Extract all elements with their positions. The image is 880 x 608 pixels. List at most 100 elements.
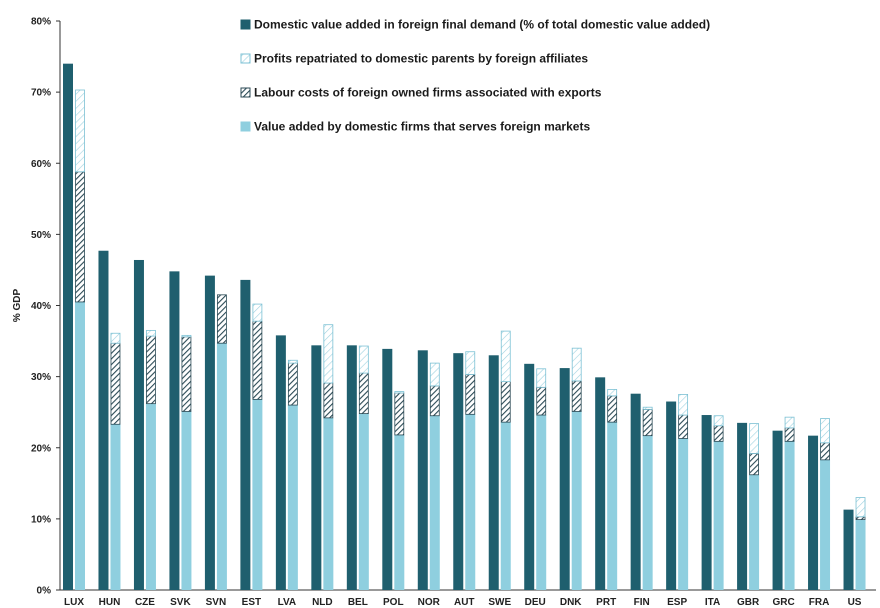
bar-domestic-firms-FIN xyxy=(642,435,653,590)
bar-labour-costs-BEL xyxy=(358,372,369,415)
x-tick-label: GRC xyxy=(772,597,794,608)
bar-profits-LVA xyxy=(287,359,298,364)
x-tick-label: POL xyxy=(383,597,404,608)
bar-profits-LUX xyxy=(75,89,85,173)
y-tick-label: 30% xyxy=(31,372,51,383)
bar-labour-costs-SVK xyxy=(181,336,192,412)
bar-total-HUN xyxy=(98,250,109,590)
bar-labour-costs-LVA xyxy=(287,362,298,406)
bar-total-CZE xyxy=(133,259,144,590)
y-tick-label: 40% xyxy=(31,301,51,312)
bar-domestic-firms-AUT xyxy=(465,414,476,590)
bar-domestic-firms-NOR xyxy=(429,415,440,590)
bar-labour-costs-DEU xyxy=(536,386,547,416)
bar-total-PRT xyxy=(595,377,606,590)
bar-profits-POL xyxy=(394,391,405,394)
bar-total-FRA xyxy=(808,435,819,590)
bar-total-GRC xyxy=(772,430,783,590)
bar-labour-costs-POL xyxy=(394,392,405,436)
bar-labour-costs-GRC xyxy=(784,427,795,442)
bar-domestic-firms-SWE xyxy=(500,422,511,590)
bar-labour-costs-HUN xyxy=(110,342,121,425)
x-tick-label: ESP xyxy=(667,597,687,608)
x-tick-label: LVA xyxy=(278,597,297,608)
bar-domestic-firms-SVN xyxy=(216,343,227,590)
bar-labour-costs-ESP xyxy=(678,414,689,439)
bar-total-NLD xyxy=(311,345,322,590)
x-tick-label: US xyxy=(848,597,862,608)
y-tick-label: 80% xyxy=(31,17,51,28)
axes: 0% 10% 20% 30% 40% 50% 60% 70% 80% % GDP LUX HUN CZE… xyxy=(12,17,876,608)
legend-swatch xyxy=(240,121,251,132)
x-tick-label: ITA xyxy=(705,597,720,608)
bar-labour-costs-FIN xyxy=(642,408,653,437)
legend: Domestic value added in foreign final de… xyxy=(240,18,710,134)
bar-profits-NLD xyxy=(323,324,334,384)
bar-profits-BEL xyxy=(358,345,369,374)
x-tick-label: EST xyxy=(242,597,261,608)
bar-labour-costs-NLD xyxy=(323,382,334,419)
x-tick-label: DEU xyxy=(525,597,546,608)
y-tick-label: 10% xyxy=(31,514,51,525)
bar-labour-costs-GBR xyxy=(749,453,759,476)
bar-profits-HUN xyxy=(110,332,121,344)
bar-domestic-firms-GBR xyxy=(749,474,760,590)
y-axis-label: % GDP xyxy=(12,289,23,323)
bar-profits-GBR xyxy=(749,423,759,454)
bar-domestic-firms-LVA xyxy=(287,405,298,590)
bar-profits-DNK xyxy=(571,347,582,382)
bar-total-USA xyxy=(843,509,854,590)
legend-swatch xyxy=(240,87,251,98)
bar-profits-CZE xyxy=(146,329,156,337)
bar-domestic-firms-DEU xyxy=(536,415,547,590)
bar-total-FIN xyxy=(630,393,641,590)
bar-domestic-firms-USA xyxy=(855,519,866,590)
bar-total-GBR xyxy=(737,422,748,590)
bar-domestic-firms-GRC xyxy=(784,441,795,590)
x-tick-label: PRT xyxy=(596,597,616,608)
y-tick-label: 20% xyxy=(31,443,51,454)
bar-profits-FRA xyxy=(820,418,830,444)
bar-domestic-firms-POL xyxy=(394,434,405,590)
bar-profits-AUT xyxy=(465,351,476,375)
bar-domestic-firms-ITA xyxy=(713,441,724,590)
legend-swatch xyxy=(240,53,251,64)
bar-domestic-firms-FRA xyxy=(820,459,831,590)
bar-total-ITA xyxy=(701,415,712,590)
bar-labour-costs-ITA xyxy=(713,425,724,442)
bar-domestic-firms-DNK xyxy=(571,411,582,590)
bar-domestic-firms-HUN xyxy=(110,424,121,590)
x-tick-label: DNK xyxy=(560,597,582,608)
x-tick-label: BEL xyxy=(348,597,368,608)
bar-labour-costs-EST xyxy=(252,320,263,400)
y-tick-label: 50% xyxy=(31,230,51,241)
bar-domestic-firms-PRT xyxy=(607,422,618,590)
bars xyxy=(63,63,866,591)
x-tick-label: FRA xyxy=(809,597,830,608)
x-tick-label: NLD xyxy=(312,597,333,608)
y-tick-label: 70% xyxy=(31,88,51,99)
y-tick-label: 60% xyxy=(31,159,51,170)
bar-total-BEL xyxy=(346,345,357,590)
bar-total-SWE xyxy=(488,355,499,590)
bar-labour-costs-USA xyxy=(855,516,866,520)
bar-labour-costs-AUT xyxy=(465,374,476,415)
bar-domestic-firms-LUX xyxy=(75,301,85,590)
bar-labour-costs-PRT xyxy=(607,395,618,423)
bar-profits-NOR xyxy=(429,362,440,387)
bar-profits-PRT xyxy=(607,389,618,397)
bar-labour-costs-CZE xyxy=(146,335,156,405)
bar-profits-FIN xyxy=(642,406,653,410)
legend-label: Domestic value added in foreign final de… xyxy=(254,18,710,32)
bar-profits-GRC xyxy=(784,416,795,429)
bar-domestic-firms-CZE xyxy=(145,403,156,590)
legend-label: Value added by domestic firms that serve… xyxy=(254,120,590,134)
x-tick-label: SVN xyxy=(206,597,227,608)
bar-total-DNK xyxy=(559,368,570,590)
x-tick-label: AUT xyxy=(454,597,475,608)
legend-swatch xyxy=(240,19,251,30)
x-tick-label: GBR xyxy=(737,597,760,608)
x-tick-label: FIN xyxy=(634,597,650,608)
bar-profits-USA xyxy=(855,497,866,518)
